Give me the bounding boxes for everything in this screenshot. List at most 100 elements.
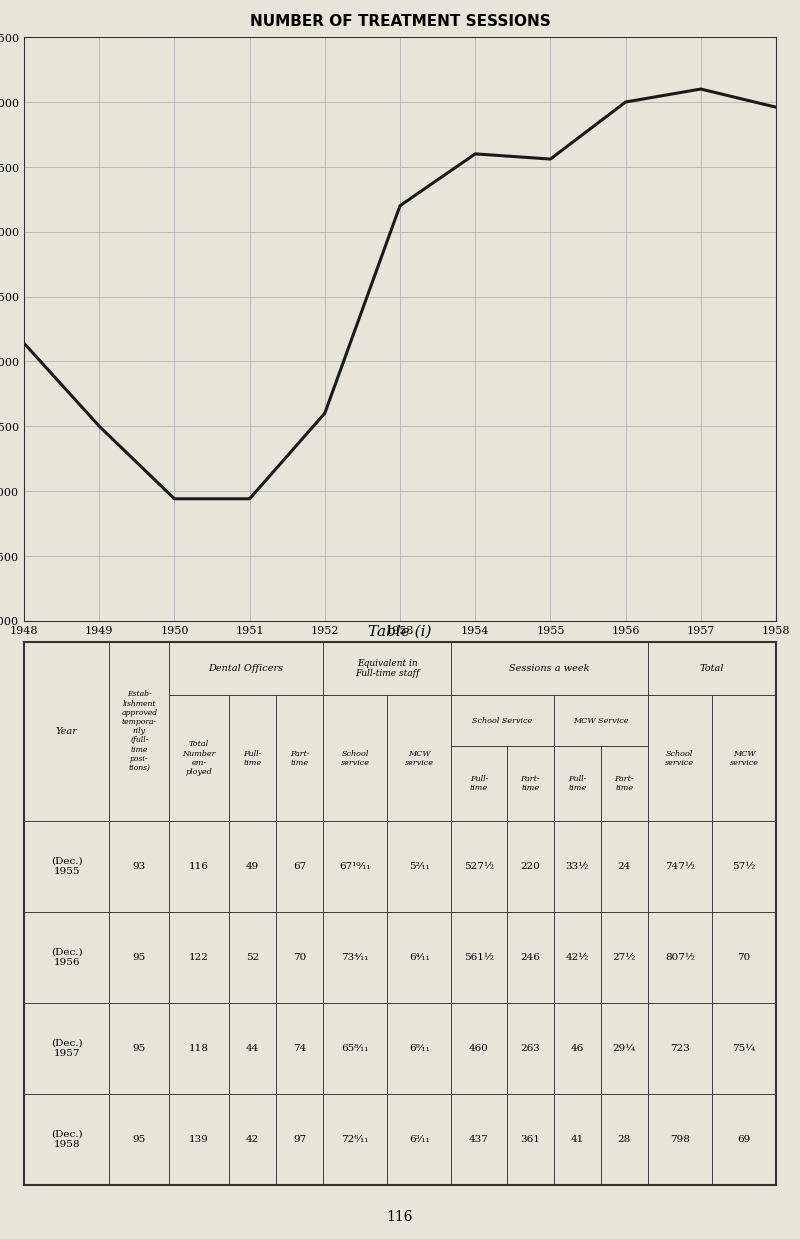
Bar [110, 912, 170, 1004]
Bar [24, 821, 110, 912]
Bar [451, 695, 554, 746]
Text: 73⁴⁄₁₁: 73⁴⁄₁₁ [342, 953, 369, 961]
Text: 42½: 42½ [566, 953, 589, 961]
Text: 29¼: 29¼ [613, 1044, 636, 1053]
Text: 747½: 747½ [665, 862, 695, 871]
Bar [24, 642, 110, 821]
Text: Year: Year [56, 727, 78, 736]
Bar [110, 642, 170, 821]
Text: 74: 74 [293, 1044, 306, 1053]
Text: 122: 122 [190, 953, 209, 961]
Text: 95: 95 [133, 1044, 146, 1053]
Bar [712, 912, 776, 1004]
Bar [554, 695, 648, 746]
Bar [170, 642, 323, 695]
Text: School
service: School service [666, 750, 694, 767]
Text: 33½: 33½ [566, 862, 589, 871]
Text: 67: 67 [293, 862, 306, 871]
Text: Dental Officers: Dental Officers [209, 664, 284, 673]
Bar [170, 1004, 229, 1094]
Text: 798: 798 [670, 1135, 690, 1144]
Bar [554, 912, 601, 1004]
Bar [712, 1094, 776, 1184]
Text: 67¹⁰⁄₁₁: 67¹⁰⁄₁₁ [339, 862, 371, 871]
Text: 116: 116 [386, 1211, 414, 1224]
Text: 46: 46 [570, 1044, 584, 1053]
Text: 65⁸⁄₁₁: 65⁸⁄₁₁ [342, 1044, 369, 1053]
Text: Full-
time: Full- time [470, 774, 488, 792]
Text: 70: 70 [293, 953, 306, 961]
Text: MCW
service: MCW service [405, 750, 434, 767]
Bar [451, 642, 648, 695]
Text: 263: 263 [520, 1044, 540, 1053]
Bar [323, 912, 387, 1004]
Text: Total: Total [700, 664, 724, 673]
Bar [507, 746, 554, 821]
Text: 527½: 527½ [464, 862, 494, 871]
Bar [507, 912, 554, 1004]
Bar [110, 821, 170, 912]
Bar [451, 1094, 507, 1184]
Text: 69: 69 [738, 1135, 750, 1144]
Text: MCW
service: MCW service [730, 750, 758, 767]
Bar [601, 912, 648, 1004]
Bar [648, 1004, 712, 1094]
Bar [170, 1094, 229, 1184]
Title: NUMBER OF TREATMENT SESSIONS: NUMBER OF TREATMENT SESSIONS [250, 14, 550, 28]
Bar [229, 695, 276, 821]
Bar [601, 746, 648, 821]
Text: Part-
time: Part- time [290, 750, 310, 767]
Text: 97: 97 [293, 1135, 306, 1144]
Text: 6³⁄₁₁: 6³⁄₁₁ [409, 1135, 430, 1144]
Bar [276, 912, 323, 1004]
Bar [229, 821, 276, 912]
Bar [601, 1094, 648, 1184]
Bar [229, 912, 276, 1004]
Text: (Dec.)
1956: (Dec.) 1956 [51, 948, 82, 968]
Text: 118: 118 [190, 1044, 209, 1053]
Text: 52: 52 [246, 953, 259, 961]
Text: (Dec.)
1957: (Dec.) 1957 [51, 1038, 82, 1058]
Bar [170, 912, 229, 1004]
Text: 5²⁄₁₁: 5²⁄₁₁ [409, 862, 430, 871]
Text: 6⁴⁄₁₁: 6⁴⁄₁₁ [409, 953, 430, 961]
Text: 561½: 561½ [464, 953, 494, 961]
Bar [276, 1094, 323, 1184]
Text: 437: 437 [469, 1135, 489, 1144]
Bar [24, 1094, 110, 1184]
Text: (Dec.)
1958: (Dec.) 1958 [51, 1130, 82, 1150]
Bar [170, 695, 229, 821]
Text: 27½: 27½ [613, 953, 636, 961]
Text: Part-
time: Part- time [521, 774, 540, 792]
Text: 460: 460 [469, 1044, 489, 1053]
Bar [323, 821, 387, 912]
Bar [276, 695, 323, 821]
Text: 70: 70 [738, 953, 750, 961]
Bar [554, 821, 601, 912]
Bar [712, 821, 776, 912]
Bar [601, 821, 648, 912]
Text: Full-
time: Full- time [568, 774, 586, 792]
Bar [451, 1004, 507, 1094]
Text: 44: 44 [246, 1044, 259, 1053]
Bar [648, 821, 712, 912]
Bar [601, 1004, 648, 1094]
Text: (Dec.)
1955: (Dec.) 1955 [51, 856, 82, 876]
Text: 75¼: 75¼ [732, 1044, 755, 1053]
Bar [554, 1004, 601, 1094]
Bar [451, 746, 507, 821]
Bar [387, 821, 451, 912]
Bar [323, 1004, 387, 1094]
Bar [507, 1094, 554, 1184]
Bar [323, 695, 387, 821]
Bar [554, 746, 601, 821]
Text: 41: 41 [570, 1135, 584, 1144]
Text: 28: 28 [618, 1135, 631, 1144]
Text: 95: 95 [133, 1135, 146, 1144]
Text: 6⁹⁄₁₁: 6⁹⁄₁₁ [409, 1044, 430, 1053]
Bar [648, 695, 712, 821]
Bar [648, 642, 776, 695]
Bar [276, 821, 323, 912]
Bar [712, 695, 776, 821]
Text: Part-
time: Part- time [614, 774, 634, 792]
